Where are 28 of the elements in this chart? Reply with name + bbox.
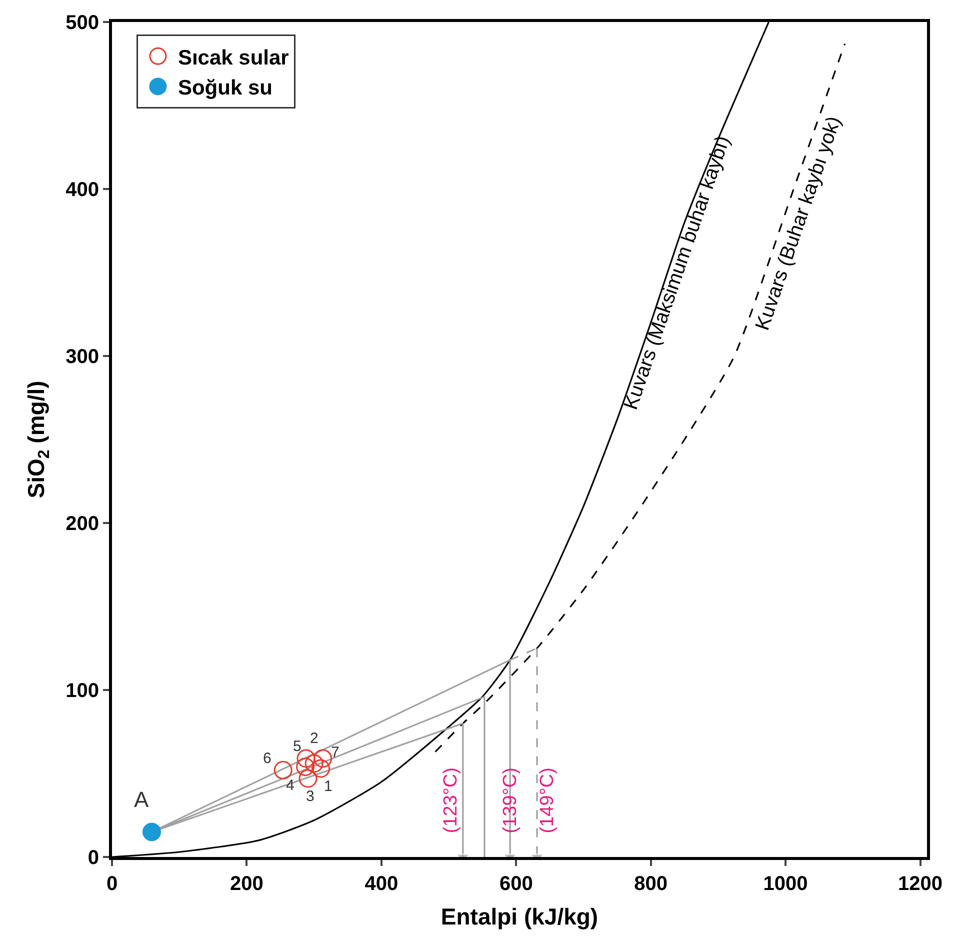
annotation: 1 xyxy=(324,778,332,795)
annotation: Kuvars (Buhar kaybı yok) xyxy=(752,114,846,334)
annotation: 6 xyxy=(263,750,272,767)
annotation: 5 xyxy=(293,738,302,755)
y-tick-label: 500 xyxy=(66,12,99,34)
y-tick-label: 300 xyxy=(66,346,99,368)
x-axis-title: Entalpi (kJ/kg) xyxy=(440,904,598,930)
legend-label: Sıcak sular xyxy=(178,46,289,70)
annotation: 2 xyxy=(310,730,318,747)
annotation: A xyxy=(134,787,149,812)
x-tick-label: 200 xyxy=(230,873,264,895)
y-tick-label: 200 xyxy=(66,513,99,535)
y-tick-label: 400 xyxy=(66,179,99,201)
x-tick-label: 1200 xyxy=(898,873,943,895)
x-tick-label: 1000 xyxy=(763,873,808,895)
annotation: 4 xyxy=(286,777,294,794)
x-tick-label: 800 xyxy=(634,873,668,895)
y-tick-label: 100 xyxy=(66,680,99,702)
y-tick-label: 0 xyxy=(88,847,99,869)
annotation: (149°C) xyxy=(536,768,558,834)
x-tick-label: 0 xyxy=(106,873,118,895)
annotation: 3 xyxy=(306,788,314,805)
annotation: (139°C) xyxy=(500,768,521,834)
annotation: (123°C) xyxy=(440,767,462,834)
x-tick-label: 400 xyxy=(364,873,398,895)
annotation: 7 xyxy=(331,744,340,761)
x-tick-label: 600 xyxy=(499,873,533,895)
legend-label: Soğuk su xyxy=(178,76,272,100)
